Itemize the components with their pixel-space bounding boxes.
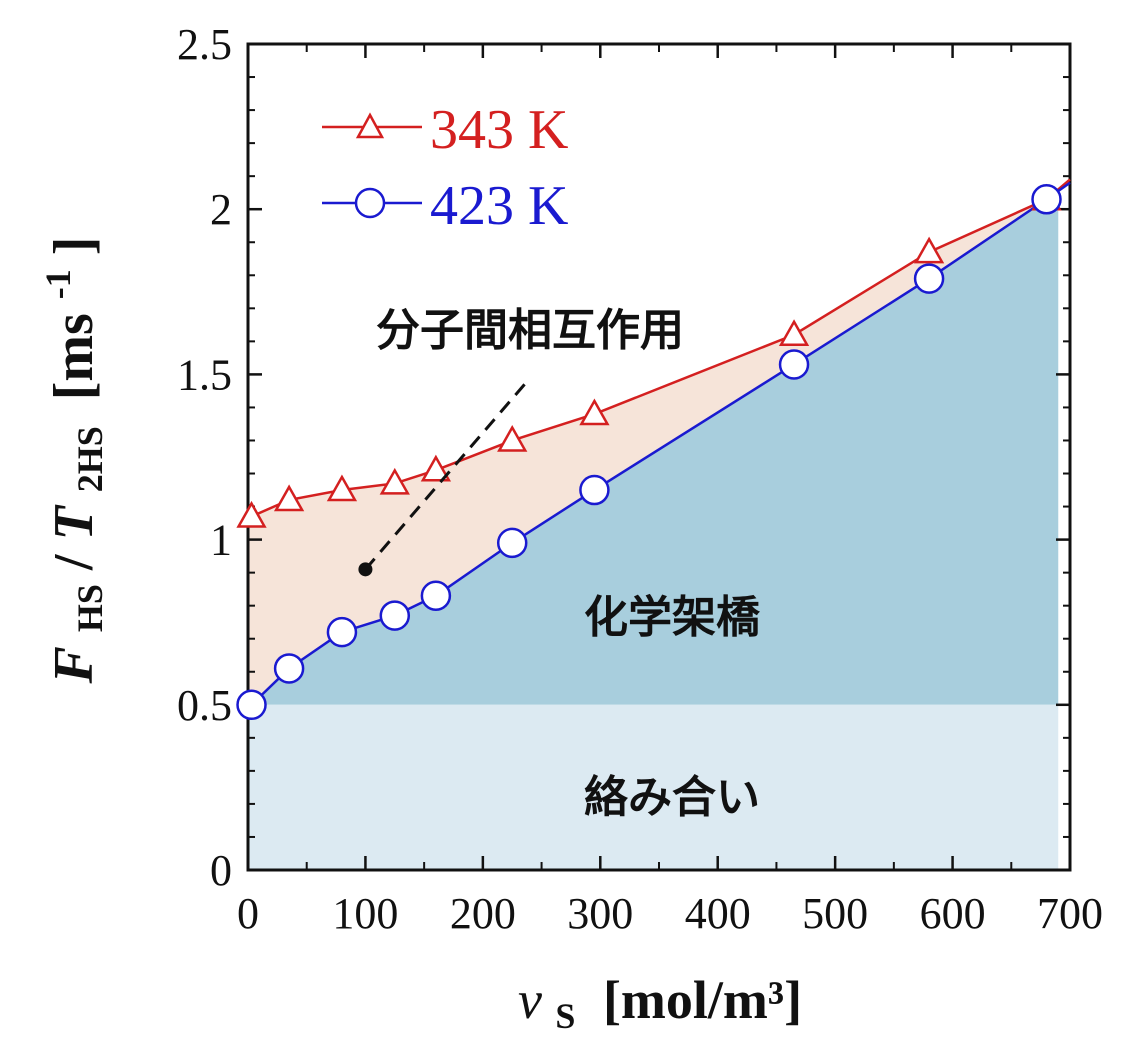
legend-marker-423 (354, 187, 386, 219)
marker-343 (420, 454, 452, 482)
x-axis-label: ν S [mol/m³] (518, 970, 802, 1040)
marker-423 (379, 600, 411, 631)
marker-423 (273, 653, 305, 684)
x-tick-label: 100 (332, 889, 398, 938)
region-crosslink (248, 189, 1059, 705)
y-tick-label: 0.5 (177, 681, 232, 730)
annotation-dot (358, 562, 373, 577)
y-tick-label: 1.5 (177, 350, 232, 399)
y-tick-label: 2.5 (177, 20, 232, 69)
x-tick-label: 600 (920, 889, 986, 938)
marker-343 (579, 398, 610, 426)
region-entanglement (248, 704, 1059, 870)
y-tick-label: 0 (210, 846, 232, 895)
marker-423 (496, 527, 528, 559)
chart-regions (248, 189, 1059, 870)
y-tick-label: 1 (210, 516, 232, 565)
x-tick-label: 500 (802, 889, 868, 938)
axis-ticks: 0 100 200 300 400 500 600 700 0 0.5 1 1.5 2 2.5 (177, 20, 1103, 938)
annotation-leader (364, 377, 532, 571)
region-intermolecular (248, 189, 1059, 705)
marker-343 (497, 424, 528, 452)
x-tick-label: 200 (450, 889, 516, 938)
legend-marker-343 (355, 112, 385, 139)
x-tick-label: 700 (1037, 889, 1103, 938)
marker-343 (913, 236, 945, 264)
legend-label-423: 423 K (430, 175, 568, 237)
y-axis-label: F HS / T 2HS [ms -1 ] (21, 237, 115, 685)
marker-423 (326, 616, 358, 648)
marker-343 (273, 484, 305, 512)
marker-423 (913, 263, 945, 294)
y-tick-label: 2 (210, 185, 232, 234)
marker-423 (778, 349, 810, 380)
region-label-intermolecular: 分子間相互作用 (376, 305, 684, 356)
x-tick-label: 400 (685, 889, 751, 938)
marker-343 (236, 500, 267, 528)
x-tick-label: 300 (567, 889, 633, 938)
marker-423 (420, 580, 452, 612)
marker-423 (579, 474, 610, 506)
marker-423 (236, 689, 267, 721)
marker-343 (326, 474, 358, 502)
marker-343 (379, 467, 410, 495)
marker-423 (1031, 184, 1062, 215)
legend-label-343: 343 K (430, 99, 568, 161)
region-label-entanglement: 絡み合い (584, 772, 760, 823)
series-markers (236, 183, 1062, 721)
legend: 343 K 423 K (322, 99, 568, 237)
x-tick-label: 0 (237, 889, 259, 938)
marker-343 (778, 319, 810, 347)
region-label-crosslink: 化学架橋 (584, 592, 760, 643)
annotation (358, 377, 532, 577)
